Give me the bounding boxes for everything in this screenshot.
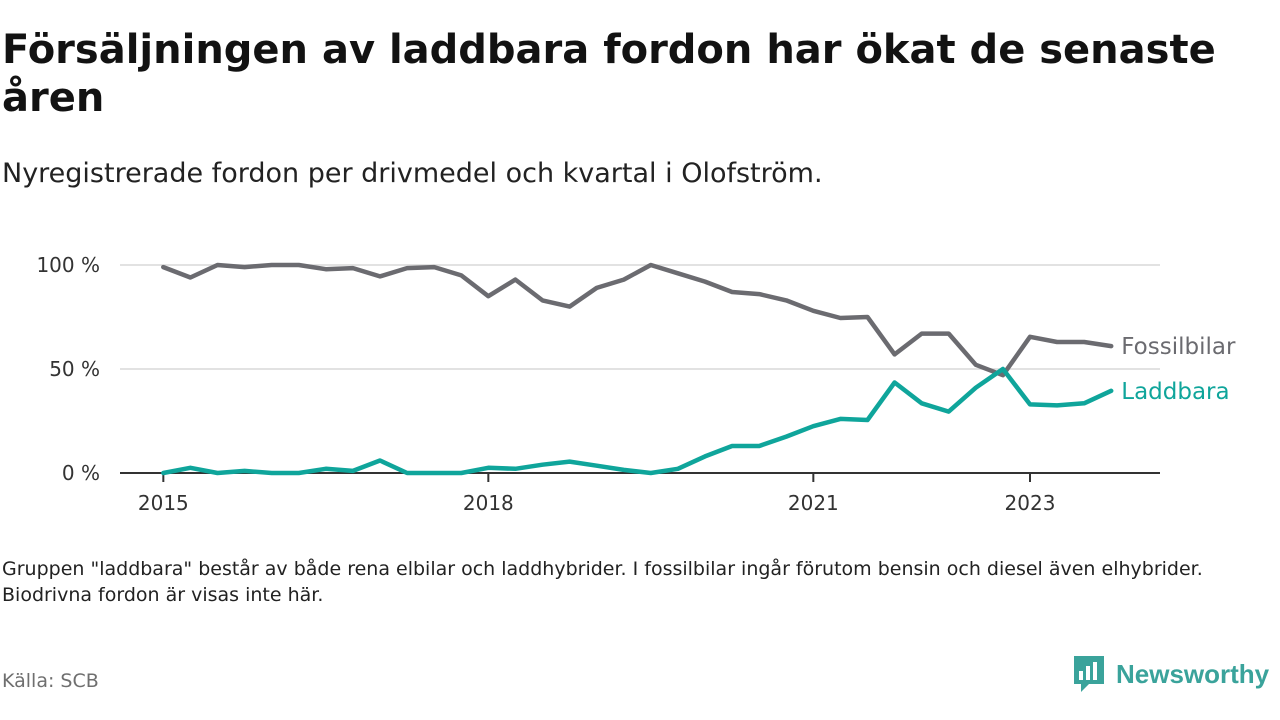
- series-line-fossilbilar: [161, 262, 1114, 378]
- brand-name: Newsworthy: [1116, 658, 1270, 689]
- chart-title: Försäljningen av laddbara fordon har öka…: [2, 27, 1216, 121]
- series-label-laddbara: Laddbara: [1121, 379, 1229, 405]
- y-tick-label: 0 %: [62, 461, 100, 485]
- series-lines: [161, 262, 1114, 476]
- y-tick-label: 50 %: [49, 357, 100, 381]
- series-labels: Fossilbilar Laddbara: [1121, 334, 1236, 405]
- gridlines: [120, 264, 1160, 370]
- source-credit: Källa: SCB: [2, 670, 99, 692]
- x-tick-label: 2018: [463, 491, 514, 515]
- line-chart: 0 % 50 % 100 % 2015 2018 2021 2023 Fossilbilar…: [36, 253, 1236, 515]
- y-tick-label: 100 %: [36, 253, 100, 277]
- x-tick-label: 2023: [1005, 491, 1056, 515]
- footnote: Gruppen "laddbara" består av både rena e…: [2, 558, 1203, 606]
- x-tick-label: 2015: [138, 491, 189, 515]
- axes: 0 % 50 % 100 % 2015 2018 2021 2023: [36, 253, 1160, 515]
- x-tick-label: 2021: [788, 491, 839, 515]
- series-line-laddbara: [161, 366, 1114, 476]
- newsworthy-logo-icon: [1074, 656, 1104, 692]
- brand-logo[interactable]: Newsworthy: [1072, 654, 1269, 694]
- series-label-fossilbilar: Fossilbilar: [1121, 334, 1236, 360]
- chart-subtitle: Nyregistrerade fordon per drivmedel och …: [2, 158, 823, 189]
